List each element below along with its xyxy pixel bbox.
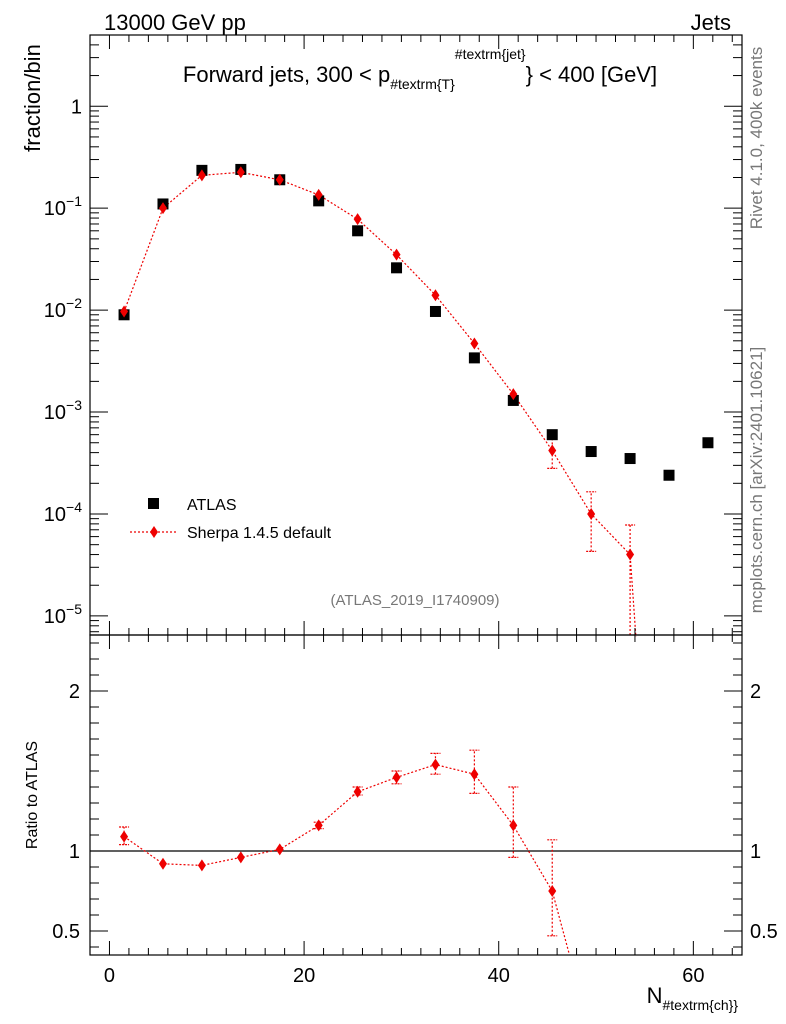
ratio-point-3 bbox=[236, 851, 245, 864]
main-content bbox=[118, 163, 714, 638]
x-axis-label-main: N bbox=[647, 983, 663, 1008]
legend-label-sherpa: Sherpa 1.4.5 default bbox=[187, 525, 332, 542]
ratio-y-label: Ratio to ATLAS bbox=[24, 741, 41, 849]
main-axes: 110−110−210−310−410−5 bbox=[44, 34, 742, 635]
ratio-point-2 bbox=[197, 859, 206, 872]
main-y-tick-label-exp-5: −5 bbox=[66, 601, 82, 617]
sherpa-point-4 bbox=[275, 173, 284, 186]
sherpa-point-0 bbox=[120, 305, 129, 318]
legend: ATLAS Sherpa 1.4.5 default bbox=[130, 497, 332, 542]
main-y-tick-label-3: 10−3 bbox=[44, 397, 82, 424]
ratio-content bbox=[90, 749, 742, 956]
main-title-main: Forward jets, 300 < p bbox=[183, 62, 390, 87]
main-y-tick-label-exp-3: −3 bbox=[66, 397, 82, 413]
ratio-y-tick-label-right-0: 0.5 bbox=[750, 921, 778, 943]
main-panel: 110−110−210−310−410−5 Forward jets, 300 … bbox=[20, 34, 743, 638]
ratio-point-6 bbox=[353, 785, 362, 798]
main-y-tick-label-1: 10−1 bbox=[44, 193, 82, 220]
x-tick-label-3: 60 bbox=[682, 965, 704, 987]
ratio-point-8 bbox=[431, 758, 440, 771]
main-y-tick-label-base-4: 10 bbox=[44, 504, 66, 526]
main-y-tick-label-base-2: 10 bbox=[44, 300, 66, 322]
legend-label-atlas: ATLAS bbox=[187, 497, 237, 514]
main-title: Forward jets, 300 < p#textrm{T}#textrm{j… bbox=[183, 46, 657, 92]
main-title-sup: #textrm{jet} bbox=[455, 46, 526, 62]
ratio-point-1 bbox=[158, 857, 167, 870]
atlas-point-7 bbox=[391, 262, 403, 274]
ratio-point-7 bbox=[392, 771, 401, 784]
atlas-point-15 bbox=[702, 437, 714, 449]
atlas-point-13 bbox=[624, 453, 636, 465]
legend-marker-sherpa bbox=[150, 526, 158, 538]
ratio-axes: 0 20 40 60 0.5 0.5 1 1 2 2 bbox=[52, 635, 778, 987]
main-y-tick-label-base-1: 10 bbox=[44, 198, 66, 220]
ratio-frame bbox=[89, 634, 743, 956]
sherpa-point-11 bbox=[548, 444, 557, 457]
main-title-tail: } < 400 [GeV] bbox=[526, 62, 657, 87]
main-frame bbox=[89, 34, 743, 636]
ratio-y-tick-label-right-1: 1 bbox=[750, 841, 761, 863]
rivet-label: Rivet 4.1.0, 400k events bbox=[747, 47, 766, 229]
atlas-point-6 bbox=[352, 225, 364, 237]
main-y-tick-label-exp-1: −1 bbox=[66, 193, 82, 209]
main-y-tick-label-5: 10−5 bbox=[44, 601, 82, 628]
ratio-y-tick-label-left-1: 1 bbox=[69, 841, 80, 863]
x-tick-label-1: 20 bbox=[293, 965, 315, 987]
main-y-tick-label-4: 10−4 bbox=[44, 499, 82, 526]
atlas-point-14 bbox=[663, 469, 675, 481]
main-y-label: fraction/bin bbox=[20, 44, 45, 152]
sherpa-point-7 bbox=[392, 248, 401, 261]
ratio-point-4 bbox=[275, 843, 284, 856]
x-axis-label: N#textrm{ch}} bbox=[647, 983, 739, 1013]
sherpa-point-6 bbox=[353, 213, 362, 226]
sherpa-point-3 bbox=[236, 166, 245, 179]
sherpa-point-1 bbox=[158, 202, 167, 215]
x-tick-label-2: 40 bbox=[488, 965, 510, 987]
sherpa-point-12 bbox=[587, 507, 596, 520]
ratio-point-0 bbox=[120, 830, 129, 843]
x-tick-label-0: 0 bbox=[104, 965, 115, 987]
process-label: Jets bbox=[691, 10, 731, 35]
sherpa-point-13 bbox=[626, 548, 635, 561]
sherpa-point-5 bbox=[314, 188, 323, 201]
watermark-label: (ATLAS_2019_I1740909) bbox=[330, 592, 499, 609]
sherpa-point-10 bbox=[509, 388, 518, 401]
atlas-point-8 bbox=[429, 305, 441, 317]
x-axis-label-sub: #textrm{ch}} bbox=[663, 997, 739, 1013]
ratio-y-tick-label-left-2: 2 bbox=[69, 681, 80, 703]
mcplots-label: mcplots.cern.ch [arXiv:2401.10621] bbox=[747, 347, 766, 613]
ratio-y-tick-label-right-2: 2 bbox=[750, 681, 761, 703]
sherpa-line bbox=[123, 171, 637, 638]
main-y-tick-label-0: 1 bbox=[71, 96, 82, 118]
main-title-sub: #textrm{T} bbox=[390, 76, 455, 92]
ratio-point-10 bbox=[509, 819, 518, 832]
legend-marker-atlas bbox=[148, 498, 159, 509]
atlas-point-10 bbox=[507, 394, 519, 406]
atlas-point-11 bbox=[546, 429, 558, 441]
main-y-tick-label-exp-2: −2 bbox=[66, 295, 82, 311]
sherpa-point-2 bbox=[197, 169, 206, 182]
ratio-sherpa-line bbox=[123, 763, 571, 956]
main-y-tick-label-exp-4: −4 bbox=[66, 499, 82, 515]
ratio-y-tick-label-left-0: 0.5 bbox=[52, 921, 80, 943]
main-y-tick-label-2: 10−2 bbox=[44, 295, 82, 322]
atlas-point-12 bbox=[585, 446, 597, 458]
main-y-tick-label-base-3: 10 bbox=[44, 402, 66, 424]
ratio-point-5 bbox=[314, 819, 323, 832]
ratio-point-9 bbox=[470, 768, 479, 781]
ratio-point-11 bbox=[548, 885, 557, 897]
sherpa-point-9 bbox=[470, 337, 479, 350]
main-y-tick-label-base-5: 10 bbox=[44, 606, 66, 628]
ratio-panel: 0 20 40 60 0.5 0.5 1 1 2 2 Ratio to ATLAS N#textr… bbox=[24, 634, 778, 1013]
sherpa-point-8 bbox=[431, 289, 440, 302]
atlas-point-9 bbox=[468, 352, 480, 364]
energy-label: 13000 GeV pp bbox=[104, 10, 246, 35]
